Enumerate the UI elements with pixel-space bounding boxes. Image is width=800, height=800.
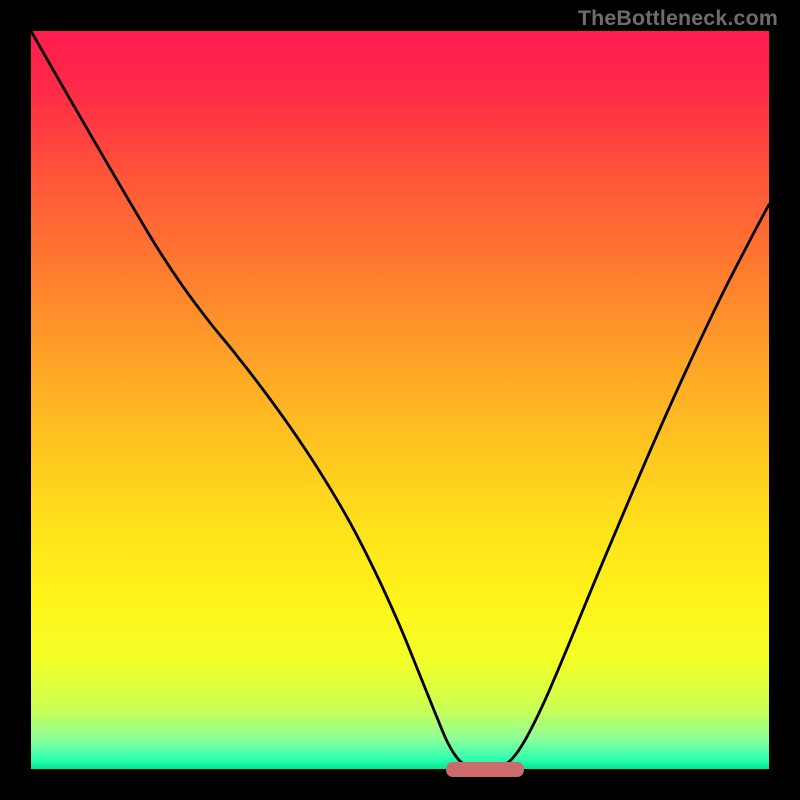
bottleneck-chart: TheBottleneck.com xyxy=(0,0,800,800)
plot-area xyxy=(31,31,769,769)
curve-layer xyxy=(31,31,769,769)
source-watermark: TheBottleneck.com xyxy=(578,6,778,31)
minimum-marker xyxy=(446,762,523,777)
bottleneck-curve xyxy=(31,31,769,769)
